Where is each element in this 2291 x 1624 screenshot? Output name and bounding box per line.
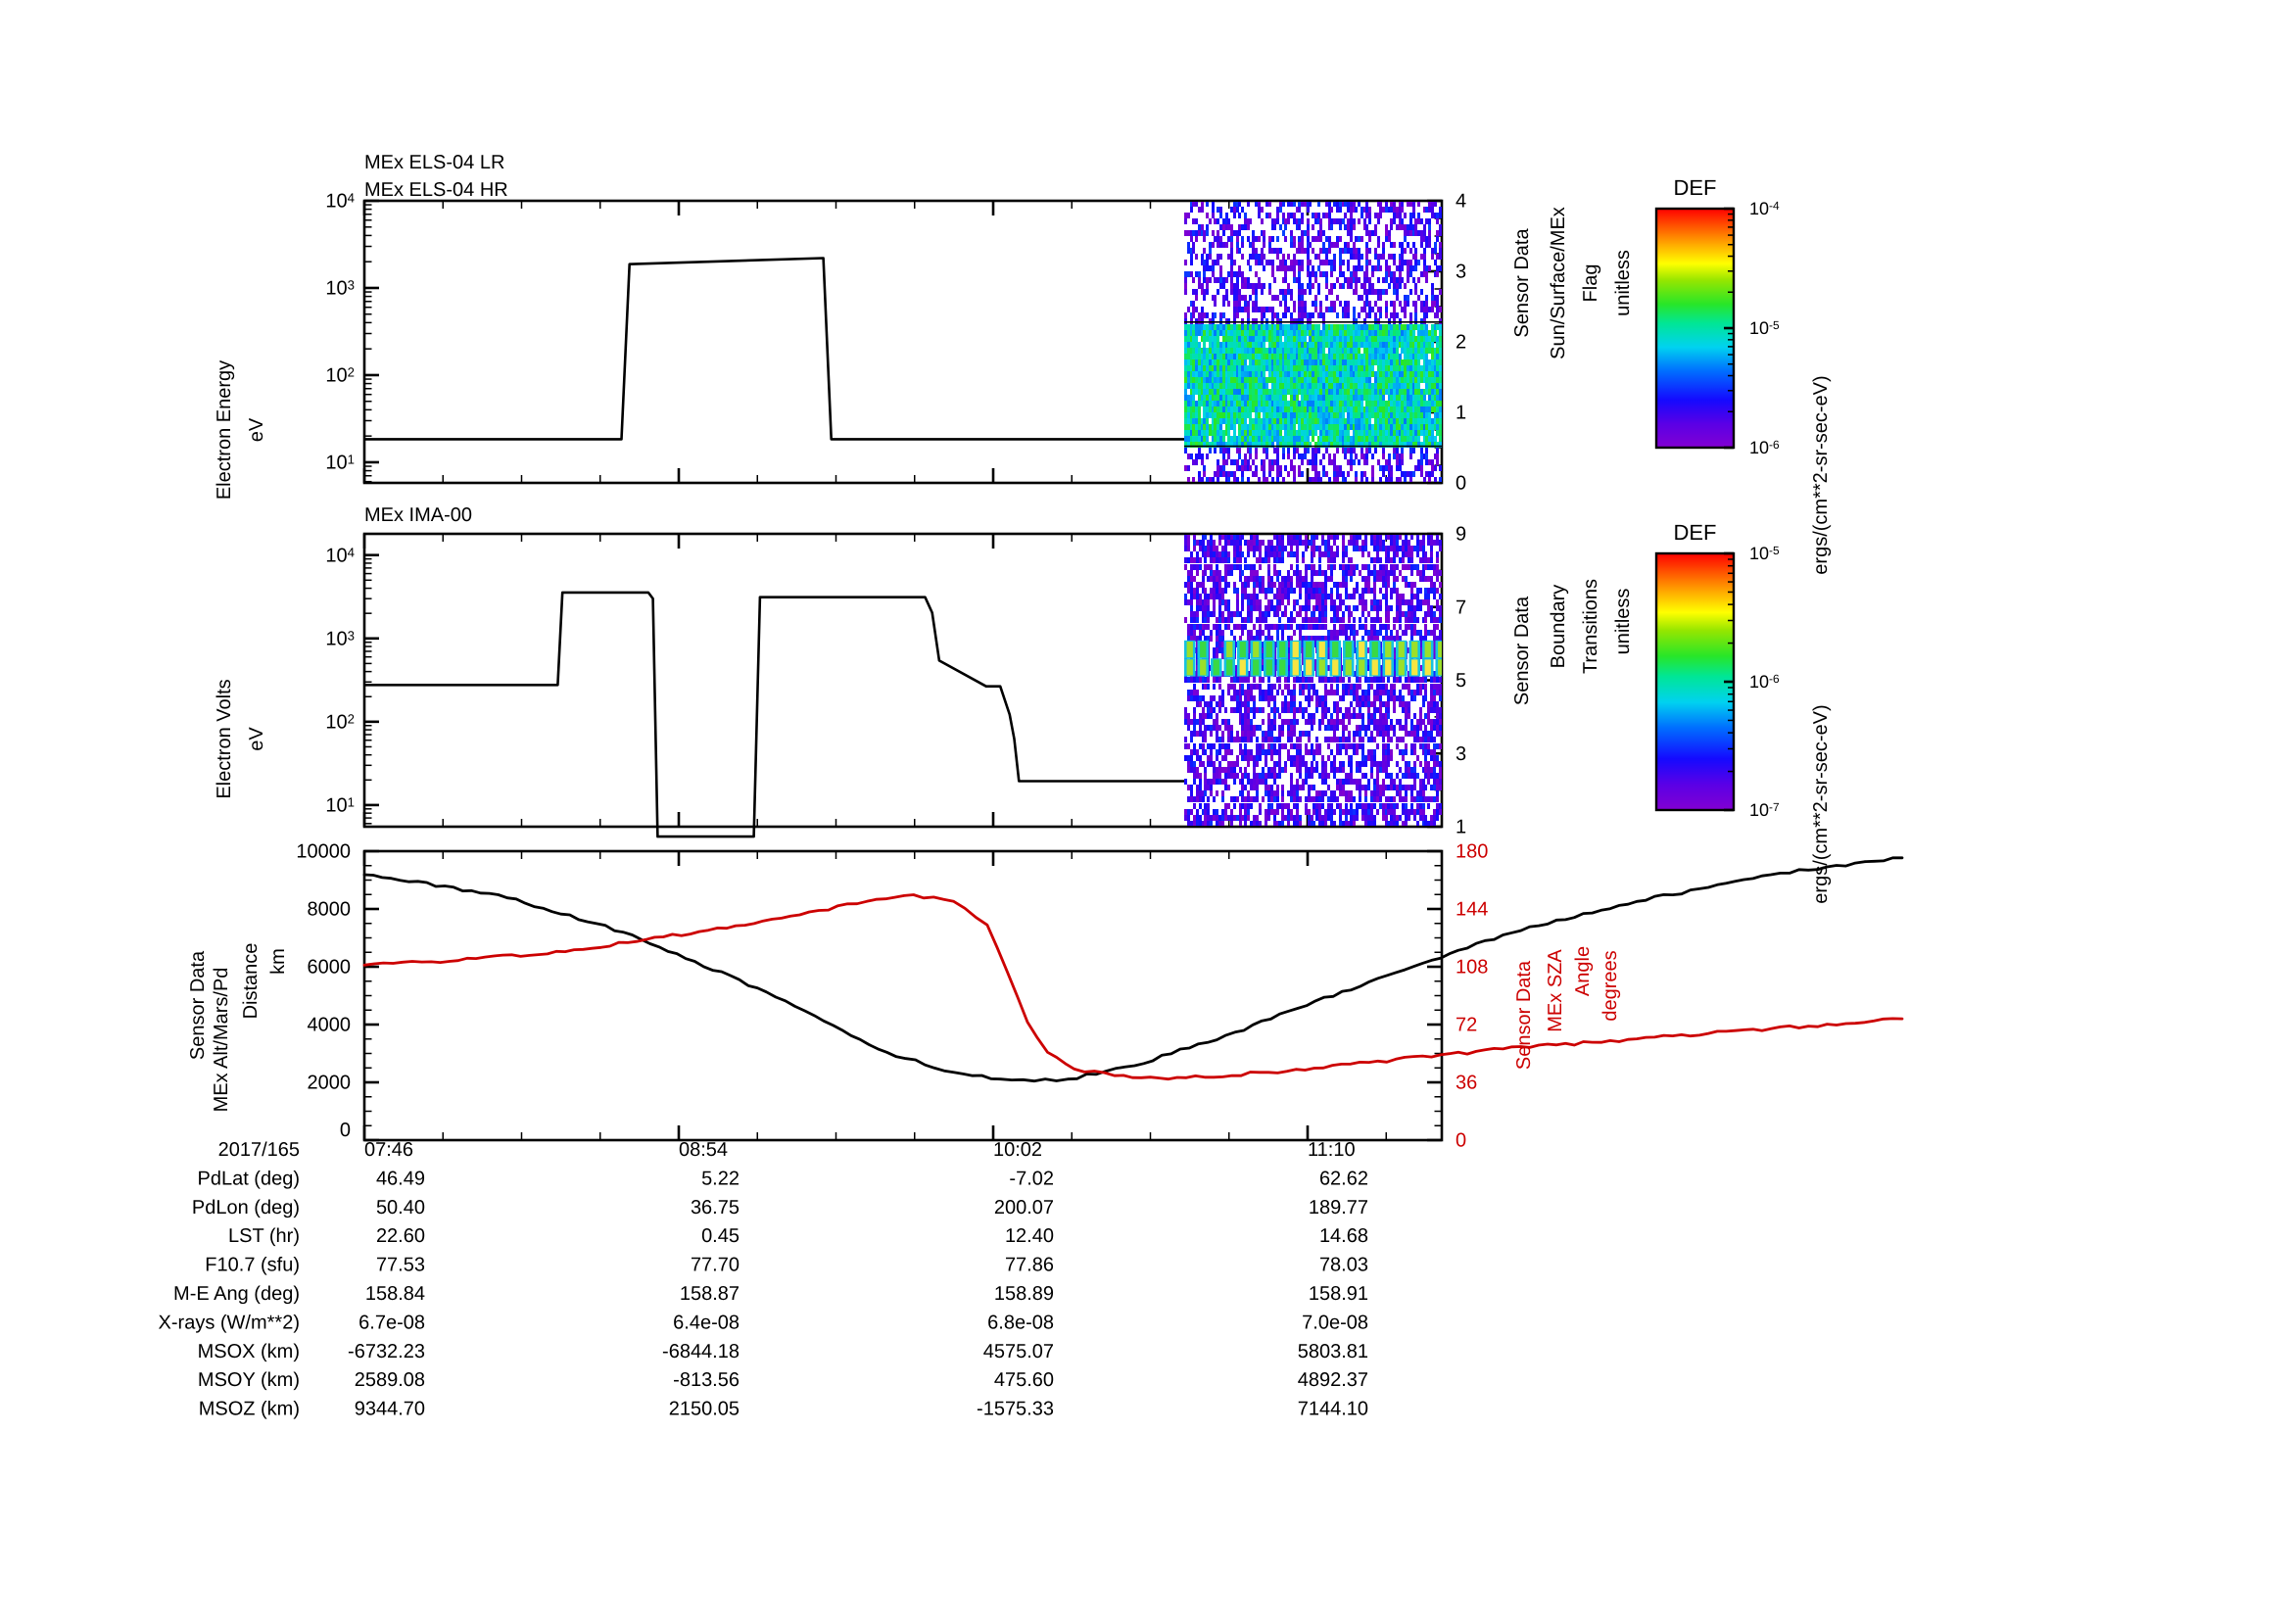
svg-text:5: 5 <box>1456 670 1466 692</box>
svg-text:2: 2 <box>1456 332 1466 354</box>
svg-text:3: 3 <box>1456 262 1466 283</box>
svg-text:1: 1 <box>1456 817 1466 838</box>
svg-text:4: 4 <box>1456 191 1466 213</box>
svg-text:eV: eV <box>246 727 267 751</box>
svg-text:Electron Energy: Electron Energy <box>214 360 235 500</box>
svg-text:ergs/(cm**2-sr-sec-eV): ergs/(cm**2-sr-sec-eV) <box>1810 375 1832 574</box>
svg-text:Sun/Surface/MEx: Sun/Surface/MEx <box>1548 207 1569 359</box>
svg-text:MEx IMA-00: MEx IMA-00 <box>364 504 472 526</box>
svg-text:MEx ELS-04 LR: MEx ELS-04 LR <box>364 152 504 173</box>
svg-text:Electron Volts: Electron Volts <box>214 679 235 798</box>
svg-text:3: 3 <box>1456 743 1466 765</box>
svg-text:eV: eV <box>246 417 267 442</box>
svg-text:0: 0 <box>1456 473 1466 495</box>
svg-text:9: 9 <box>1456 524 1466 546</box>
svg-text:1: 1 <box>1456 403 1466 424</box>
svg-text:MEx ELS-04 HR: MEx ELS-04 HR <box>364 179 508 201</box>
svg-text:unitless: unitless <box>1612 250 1634 316</box>
svg-text:7: 7 <box>1456 597 1466 618</box>
svg-text:DEF: DEF <box>1674 175 1717 200</box>
svg-text:Flag: Flag <box>1580 264 1601 303</box>
svg-text:Sensor Data: Sensor Data <box>1511 228 1533 338</box>
